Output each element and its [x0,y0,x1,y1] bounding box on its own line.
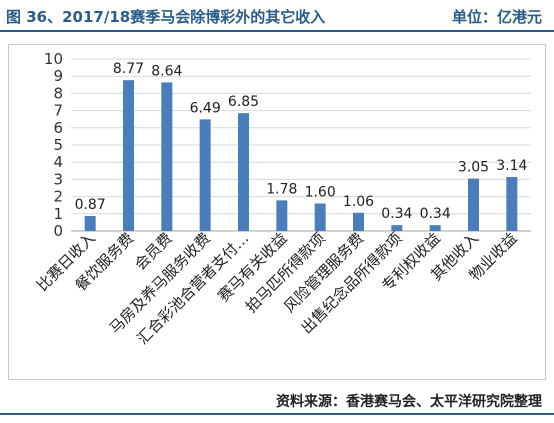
y-tick-label: 7 [53,102,63,120]
header-rule [0,30,554,32]
y-tick-label: 8 [53,84,63,102]
bar [506,176,518,231]
data-label: 8.64 [151,63,182,79]
y-tick-label: 10 [44,50,63,68]
data-label: 3.14 [496,158,527,174]
data-label: 0.34 [420,206,451,222]
y-tick-label: 6 [53,119,63,137]
y-tick-label: 3 [53,170,63,188]
data-label: 0.87 [75,197,106,213]
source-note: 资料来源：香港赛马会、太平洋研究院整理 [276,394,542,410]
bar [123,80,134,231]
footer-rule [0,413,554,415]
bar [276,200,288,231]
bar [468,178,479,231]
y-tick-label: 2 [53,188,63,206]
data-label: 1.60 [305,184,336,200]
data-label: 1.06 [343,194,374,210]
bar [84,216,96,231]
bar [391,225,403,231]
figure-title: 图 36、2017/18赛季马会除博彩外的其它收入 [6,8,326,26]
y-tick-label: 0 [53,222,63,240]
data-label: 1.78 [266,181,297,197]
data-label: 6.49 [190,100,221,116]
y-tick-label: 1 [53,205,63,223]
bar-chart: 0123456789100.87比赛日收入8.77餐饮服务费8.64会员费6.4… [33,50,531,348]
y-tick-label: 5 [53,136,63,154]
data-label: 0.34 [381,206,412,222]
y-tick-label: 4 [53,153,63,171]
bar [199,119,211,231]
bar [161,82,173,231]
data-label: 3.05 [458,160,489,176]
y-tick-label: 9 [53,67,63,85]
bar [314,203,326,231]
bar [238,113,249,231]
data-label: 6.85 [228,94,259,110]
bar [429,225,441,231]
figure-header: 图 36、2017/18赛季马会除博彩外的其它收入 单位：亿港元 [0,0,554,30]
data-label: 8.77 [113,61,144,77]
unit-label: 单位：亿港元 [451,8,542,26]
chart-frame: 0 1 2 3 4 5 6 7 8 9 10 0.87 比赛日收入 8.77 餐饮服务费 8.64 会员费 6.4… [8,44,546,380]
bar [353,212,364,231]
